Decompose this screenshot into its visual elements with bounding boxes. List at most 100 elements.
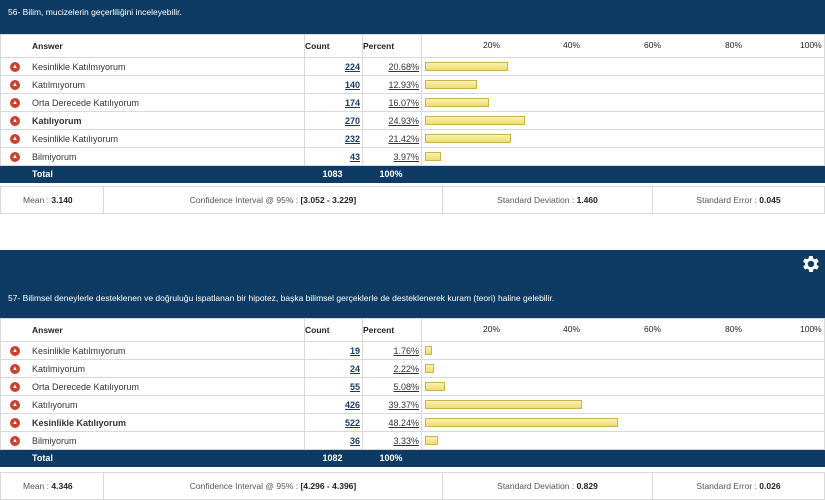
question-56-block: 56- Bilim, mucizelerin geçerliliğini inc… bbox=[0, 0, 825, 183]
count-link[interactable]: 140 bbox=[344, 79, 360, 90]
answer-icon[interactable]: ▲ bbox=[10, 79, 20, 90]
count-link[interactable]: 43 bbox=[349, 151, 360, 162]
answer-icon[interactable]: ▲ bbox=[10, 133, 20, 144]
answer-icon[interactable]: ▲ bbox=[10, 151, 20, 162]
total-count: 1082 bbox=[304, 449, 363, 467]
count-column-header: Count bbox=[304, 318, 363, 342]
percent-link[interactable]: 3.33% bbox=[393, 435, 419, 446]
count-column-header: Count bbox=[304, 34, 363, 58]
count-link[interactable]: 426 bbox=[344, 399, 360, 410]
scale-tick: 80% bbox=[725, 40, 743, 50]
percent-bar bbox=[425, 346, 433, 355]
answer-icon[interactable]: ▲ bbox=[10, 435, 20, 446]
percent-bar bbox=[425, 80, 477, 89]
answer-row: ▲ Kesinlikle Katılmıyorum 224 20.68% bbox=[0, 57, 825, 76]
scale-header: 20% 40% 60% 80% 100% bbox=[421, 34, 825, 58]
percent-link[interactable]: 5.08% bbox=[393, 381, 419, 392]
answer-label: Bilmiyorum bbox=[32, 151, 77, 162]
se-label: Standard Error : bbox=[696, 195, 757, 205]
count-link[interactable]: 55 bbox=[349, 381, 360, 392]
scale-tick: 100% bbox=[800, 40, 822, 50]
count-link[interactable]: 270 bbox=[344, 115, 360, 126]
table-header-row: Answer Count Percent 20% 40% 60% 80% 100… bbox=[0, 34, 825, 58]
count-link[interactable]: 36 bbox=[349, 435, 360, 446]
statistics-bar: Mean : 3.140 Confidence Interval @ 95% :… bbox=[0, 186, 825, 214]
answer-column-header: Answer bbox=[29, 34, 305, 58]
question-title: 56- Bilim, mucizelerin geçerliliğini inc… bbox=[8, 7, 182, 17]
percent-bar bbox=[425, 98, 490, 107]
percent-link[interactable]: 39.37% bbox=[388, 399, 419, 410]
total-row: Total 1083 100% bbox=[0, 165, 825, 183]
mean-value: 4.346 bbox=[51, 481, 73, 491]
percent-column-header: Percent bbox=[362, 318, 422, 342]
answer-label: Kesinlikle Katılıyorum bbox=[32, 417, 127, 428]
scale-tick: 20% bbox=[483, 40, 501, 50]
percent-link[interactable]: 16.07% bbox=[388, 97, 419, 108]
scale-tick: 40% bbox=[563, 40, 581, 50]
percent-bar bbox=[425, 418, 618, 427]
answer-row: ▲ Orta Derecede Katılıyorum 174 16.07% bbox=[0, 93, 825, 112]
percent-link[interactable]: 20.68% bbox=[388, 61, 419, 72]
question-57-block: 57- Bilimsel deneylerle desteklenen ve d… bbox=[0, 250, 825, 467]
total-count: 1083 bbox=[304, 165, 363, 183]
se-value: 0.045 bbox=[759, 195, 781, 205]
count-link[interactable]: 232 bbox=[344, 133, 360, 144]
se-value: 0.026 bbox=[759, 481, 781, 491]
answer-icon[interactable]: ▲ bbox=[10, 345, 20, 356]
percent-link[interactable]: 12.93% bbox=[388, 79, 419, 90]
answer-icon[interactable]: ▲ bbox=[10, 399, 20, 410]
answer-row: ▲ Bilmiyorum 43 3.97% bbox=[0, 147, 825, 166]
percent-link[interactable]: 1.76% bbox=[393, 345, 419, 356]
answer-row: ▲ Katılmıyorum 24 2.22% bbox=[0, 359, 825, 378]
answer-label: Katılmıyorum bbox=[32, 363, 86, 374]
sd-value: 0.829 bbox=[576, 481, 598, 491]
answer-row: ▲ Orta Derecede Katılıyorum 55 5.08% bbox=[0, 377, 825, 396]
results-table: Answer Count Percent 20% 40% 60% 80% 100… bbox=[0, 318, 825, 467]
count-link[interactable]: 224 bbox=[344, 61, 360, 72]
percent-bar bbox=[425, 134, 511, 143]
answer-row: ▲ Katılıyorum 426 39.37% bbox=[0, 395, 825, 414]
answer-icon[interactable]: ▲ bbox=[10, 417, 20, 428]
total-label: Total bbox=[29, 449, 305, 467]
percent-link[interactable]: 21.42% bbox=[388, 133, 419, 144]
gear-icon[interactable] bbox=[799, 253, 821, 275]
question-header: 56- Bilim, mucizelerin geçerliliğini inc… bbox=[0, 0, 825, 34]
answer-label: Katılıyorum bbox=[32, 115, 82, 126]
mean-value: 3.140 bbox=[51, 195, 73, 205]
scale-tick: 60% bbox=[644, 324, 662, 334]
statistics-bar: Mean : 4.346 Confidence Interval @ 95% :… bbox=[0, 472, 825, 500]
answer-icon[interactable]: ▲ bbox=[10, 115, 20, 126]
answer-label: Katılmıyorum bbox=[32, 79, 86, 90]
answer-row: ▲ Katılıyorum 270 24.93% bbox=[0, 111, 825, 130]
percent-bar bbox=[425, 400, 583, 409]
percent-link[interactable]: 3.97% bbox=[393, 151, 419, 162]
scale-tick: 60% bbox=[644, 40, 662, 50]
total-row: Total 1082 100% bbox=[0, 449, 825, 467]
ci-label: Confidence Interval @ 95% : bbox=[189, 481, 299, 491]
count-link[interactable]: 24 bbox=[349, 363, 360, 374]
question-header: 57- Bilimsel deneylerle desteklenen ve d… bbox=[0, 250, 825, 318]
table-header-row: Answer Count Percent 20% 40% 60% 80% 100… bbox=[0, 318, 825, 342]
sd-value: 1.460 bbox=[576, 195, 598, 205]
answer-row: ▲ Kesinlikle Katılmıyorum 19 1.76% bbox=[0, 341, 825, 360]
answer-icon[interactable]: ▲ bbox=[10, 381, 20, 392]
percent-link[interactable]: 2.22% bbox=[393, 363, 419, 374]
percent-link[interactable]: 48.24% bbox=[388, 417, 419, 428]
count-link[interactable]: 19 bbox=[349, 345, 360, 356]
answer-row: ▲ Bilmiyorum 36 3.33% bbox=[0, 431, 825, 450]
answer-icon[interactable]: ▲ bbox=[10, 61, 20, 72]
answer-icon[interactable]: ▲ bbox=[10, 97, 20, 108]
answer-icon[interactable]: ▲ bbox=[10, 363, 20, 374]
scale-tick: 20% bbox=[483, 324, 501, 334]
percent-bar bbox=[425, 62, 508, 71]
percent-bar bbox=[425, 364, 434, 373]
mean-label: Mean : bbox=[23, 195, 49, 205]
answer-label: Bilmiyorum bbox=[32, 435, 77, 446]
count-link[interactable]: 522 bbox=[344, 417, 360, 428]
se-label: Standard Error : bbox=[696, 481, 757, 491]
answer-label: Katılıyorum bbox=[32, 399, 78, 410]
answer-label: Kesinlikle Katılıyorum bbox=[32, 133, 119, 144]
percent-link[interactable]: 24.93% bbox=[388, 115, 419, 126]
count-link[interactable]: 174 bbox=[344, 97, 360, 108]
answer-row: ▲ Kesinlikle Katılıyorum 232 21.42% bbox=[0, 129, 825, 148]
